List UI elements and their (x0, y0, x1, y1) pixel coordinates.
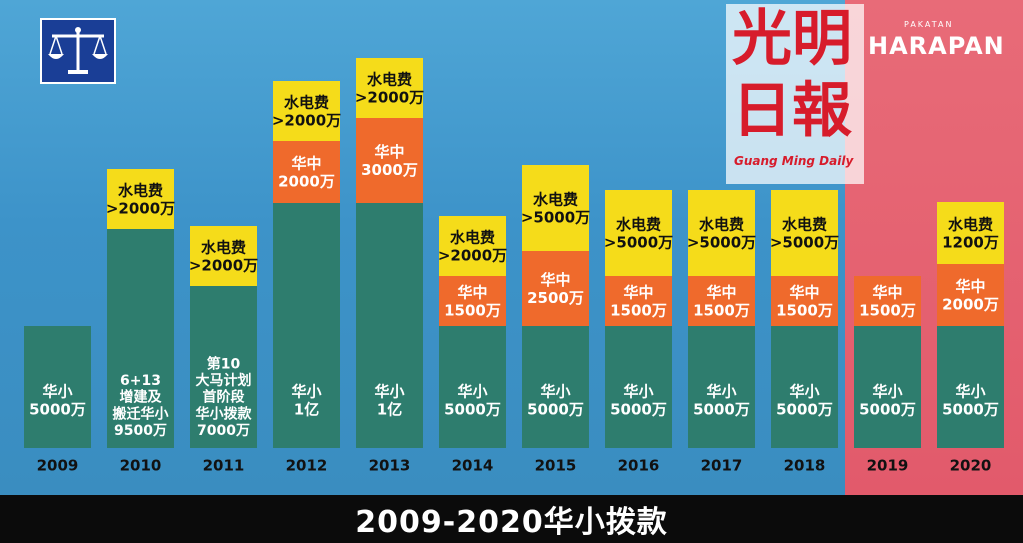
data-label-school-2015: 华小 5000万 (527, 383, 584, 419)
scales-icon (40, 18, 116, 84)
data-label-middle-2015: 华中 2500万 (527, 271, 584, 307)
data-label-middle-2016: 华中 1500万 (610, 284, 667, 320)
data-label-utilities-2010: 水电费>2000万 (106, 182, 175, 218)
data-label-middle-2014: 华中 1500万 (444, 284, 501, 320)
data-label-utilities-2016: 水电费>5000万 (604, 216, 673, 252)
data-label-school-2018: 华小 5000万 (776, 383, 833, 419)
data-label-school-2020: 华小 5000万 (942, 383, 999, 419)
tick-label-2011: 2011 (203, 456, 245, 474)
bar-middle-2016 (605, 276, 672, 326)
caption-bar: 2009-2020华小拨款 (0, 495, 1023, 543)
bar-utilities-2015 (522, 165, 589, 251)
bar-utilities-2013 (356, 58, 423, 118)
ph-name: HARAPAN (868, 32, 1005, 60)
bar-school-2018 (771, 326, 838, 448)
bar-school-2019 (854, 326, 921, 448)
bar-school-2011 (190, 286, 257, 448)
bar-utilities-2017 (688, 190, 755, 276)
data-label-middle-2020: 华中 2000万 (942, 278, 999, 314)
tick-label-2010: 2010 (120, 456, 162, 474)
newspaper-name-line1: 光明 (732, 4, 852, 74)
bar-middle-2014 (439, 276, 506, 326)
ph-logo: PAKATAN HARAPAN (868, 20, 1013, 68)
data-label-school-2017: 华小 5000万 (693, 383, 750, 419)
data-label-school-2009: 华小 5000万 (29, 383, 86, 419)
tick-label-2016: 2016 (618, 456, 660, 474)
bar-school-2009 (24, 326, 91, 448)
bar-school-2014 (439, 326, 506, 448)
bar-school-2012 (273, 203, 340, 448)
data-label-school-2016: 华小 5000万 (610, 383, 667, 419)
bar-middle-2017 (688, 276, 755, 326)
bar-school-2015 (522, 326, 589, 448)
data-label-school-2011: 第10 大马计划首阶段华小拨款 7000万 (196, 356, 253, 439)
tick-label-2018: 2018 (784, 456, 826, 474)
bar-school-2017 (688, 326, 755, 448)
bar-school-2013 (356, 203, 423, 448)
tick-label-2009: 2009 (37, 456, 79, 474)
data-label-utilities-2015: 水电费>5000万 (521, 191, 590, 227)
chart-caption: 2009-2020华小拨款 (355, 505, 668, 540)
tick-label-2017: 2017 (701, 456, 743, 474)
data-label-middle-2012: 华中 2000万 (278, 155, 335, 191)
data-label-middle-2017: 华中 1500万 (693, 284, 750, 320)
bar-middle-2013 (356, 118, 423, 203)
data-label-utilities-2018: 水电费>5000万 (770, 216, 839, 252)
data-label-utilities-2017: 水电费>5000万 (687, 216, 756, 252)
tick-label-2015: 2015 (535, 456, 577, 474)
data-label-school-2010: 6+13 增建及搬迁华小 9500万 (113, 373, 169, 439)
bar-middle-2015 (522, 251, 589, 326)
tick-label-2019: 2019 (867, 456, 909, 474)
data-label-middle-2013: 华中 3000万 (361, 143, 418, 179)
data-label-school-2012: 华小 1亿 (291, 383, 321, 419)
data-label-utilities-2011: 水电费>2000万 (189, 239, 258, 275)
data-label-middle-2019: 华中 1500万 (859, 284, 916, 320)
stacked-bar-chart: 华小 5000万 2009 6+13 增建及搬迁华小 9500万 水电费>2000万 2010… (24, 58, 1004, 474)
tick-label-2014: 2014 (452, 456, 494, 474)
tick-label-2020: 2020 (950, 456, 992, 474)
data-label-utilities-2020: 水电费 1200万 (942, 216, 999, 252)
bar-school-2020 (937, 326, 1004, 448)
bar-utilities-2016 (605, 190, 672, 276)
data-label-school-2014: 华小 5000万 (444, 383, 501, 419)
data-label-utilities-2012: 水电费>2000万 (272, 94, 341, 130)
bar-utilities-2018 (771, 190, 838, 276)
newspaper-name-line2: 日報 (732, 76, 852, 146)
tick-label-2012: 2012 (286, 456, 328, 474)
bar-school-2016 (605, 326, 672, 448)
newspaper-name-en: Guang Ming Daily (734, 154, 854, 168)
bar-middle-2019 (854, 276, 921, 326)
newspaper-logo: 光明 日報 Guang Ming Daily (726, 4, 864, 184)
bar-utilities-2014 (439, 216, 506, 276)
bar-utilities-2012 (273, 81, 340, 141)
tick-label-2013: 2013 (369, 456, 411, 474)
bar-utilities-2011 (190, 226, 257, 286)
data-label-utilities-2013: 水电费>2000万 (355, 71, 424, 107)
bar-school-2010 (107, 229, 174, 448)
data-label-utilities-2014: 水电费>2000万 (438, 229, 507, 265)
bar-middle-2018 (771, 276, 838, 326)
bar-middle-2020 (937, 264, 1004, 326)
bar-utilities-2020 (937, 202, 1004, 264)
bar-middle-2012 (273, 141, 340, 203)
bar-utilities-2010 (107, 169, 174, 229)
data-label-school-2013: 华小 1亿 (374, 383, 404, 419)
data-label-school-2019: 华小 5000万 (859, 383, 916, 419)
data-label-middle-2018: 华中 1500万 (776, 284, 833, 320)
ph-prefix: PAKATAN (904, 20, 954, 29)
